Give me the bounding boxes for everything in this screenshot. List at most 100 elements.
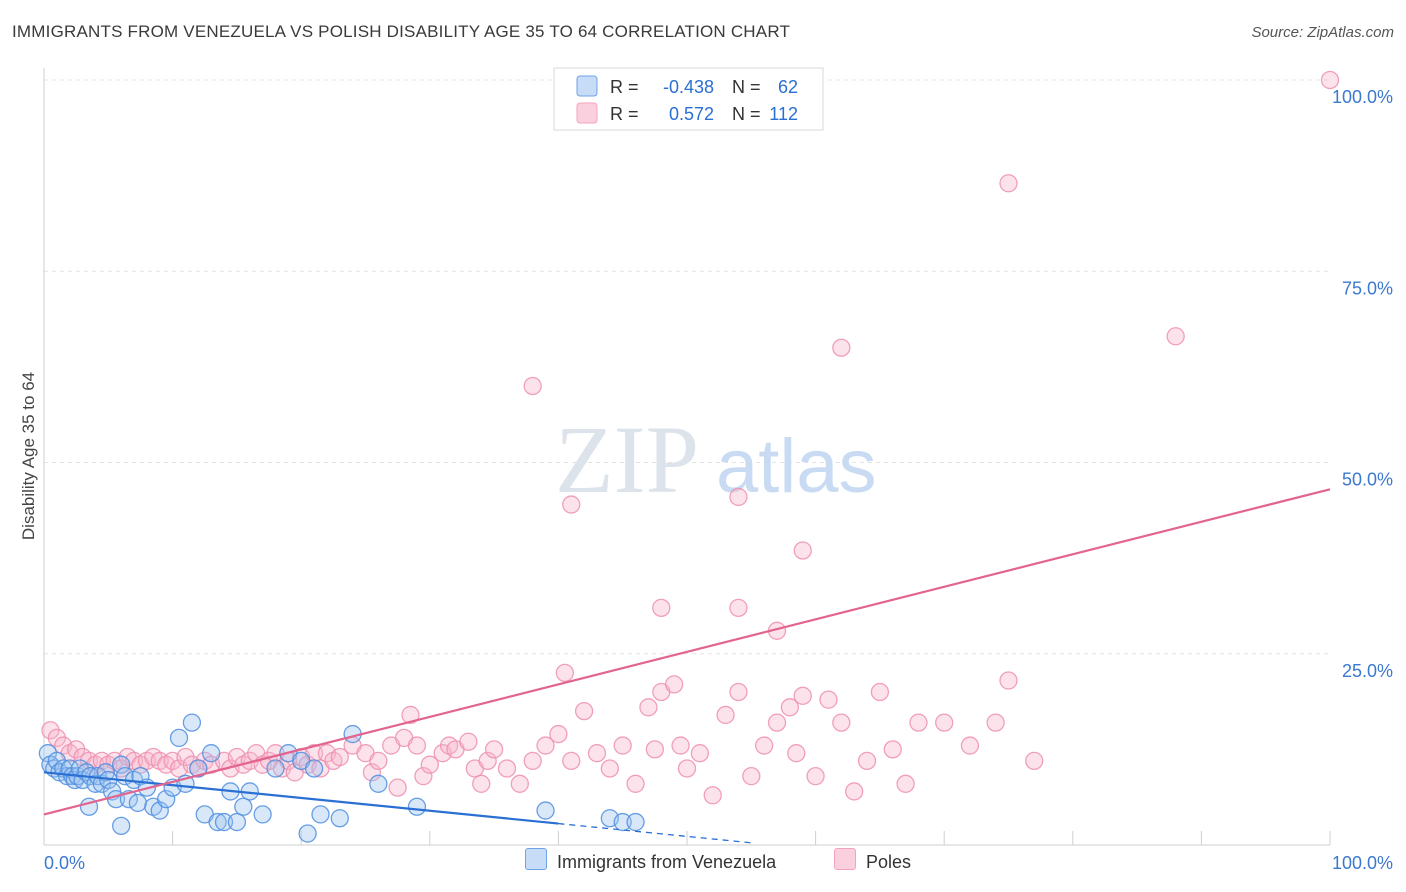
legend-n-value-poles: 112 (769, 104, 798, 124)
data-point (407, 736, 427, 755)
stats-legend-box (553, 67, 824, 131)
data-point (459, 732, 478, 751)
data-point (793, 541, 812, 560)
data-point (369, 774, 388, 793)
source-credit: Source: ZipAtlas.com (1251, 24, 1394, 41)
data-point (234, 797, 253, 816)
data-point (112, 755, 131, 774)
data-point (182, 713, 202, 732)
data-point (1320, 70, 1340, 90)
data-point (587, 744, 607, 763)
data-point (716, 705, 735, 725)
axes (43, 68, 1331, 846)
data-point (214, 812, 234, 832)
data-point (549, 724, 568, 744)
data-point (793, 686, 812, 705)
data-point (613, 736, 632, 755)
data-point (298, 824, 317, 843)
watermark-zip: ZIP (555, 406, 699, 513)
data-point (574, 701, 594, 721)
legend-swatch-venezuela-bottom (525, 848, 547, 870)
data-point (369, 751, 388, 770)
data-point (523, 376, 542, 396)
data-point (202, 744, 221, 763)
data-point (330, 809, 349, 828)
data-point (819, 690, 838, 709)
data-point (652, 598, 671, 617)
y-tick-label: 75.0% (1342, 278, 1393, 298)
data-point (157, 789, 176, 809)
data-point (896, 774, 915, 793)
data-point (626, 812, 645, 832)
data-point (536, 801, 555, 820)
data-point (999, 174, 1018, 193)
data-point (420, 755, 439, 774)
data-point (645, 740, 664, 759)
legend-swatch-poles (576, 102, 598, 124)
data-point (909, 713, 928, 732)
tick-labels: 100.0% 75.0% 50.0% 25.0% 0.0% 100.0% (44, 87, 1393, 873)
data-point (960, 736, 980, 755)
data-point (484, 740, 504, 759)
legend-r-value-venezuela: -0.438 (663, 77, 714, 97)
data-point (787, 744, 806, 763)
data-point (304, 759, 324, 778)
data-point (536, 736, 555, 755)
data-point (780, 698, 800, 717)
data-point (832, 338, 851, 357)
data-point (999, 671, 1018, 690)
data-point (664, 675, 684, 694)
data-point (742, 767, 761, 786)
data-point (703, 786, 722, 805)
trend-lines (43, 488, 1331, 844)
data-point (690, 744, 710, 763)
data-point (613, 812, 632, 832)
y-tick-label: 25.0% (1342, 661, 1393, 681)
legend-label-venezuela: Immigrants from Venezuela (557, 852, 777, 872)
data-point (478, 751, 497, 770)
chart-title: IMMIGRANTS FROM VENEZUELA VS POLISH DISA… (12, 22, 791, 41)
data-point (639, 698, 658, 717)
data-point (472, 774, 491, 793)
data-point (845, 782, 864, 801)
data-point (523, 751, 542, 770)
data-point (857, 751, 877, 770)
data-point (497, 759, 517, 778)
data-point (510, 774, 529, 793)
y-axis-label: Disability Age 35 to 64 (19, 372, 38, 540)
data-point (401, 705, 420, 725)
data-point (626, 774, 645, 793)
data-point (266, 759, 285, 778)
series-legend: Immigrants from Venezuela Poles (0, 848, 1406, 878)
y-tick-label: 100.0% (1332, 87, 1393, 107)
watermark-atlas: atlas (716, 424, 877, 509)
data-point (883, 740, 902, 759)
legend-n-label-venezuela: N = (732, 77, 761, 97)
data-point (729, 598, 748, 617)
legend-label-poles: Poles (866, 852, 912, 872)
series-poles (41, 70, 1340, 805)
data-point (832, 713, 851, 732)
data-point (414, 767, 433, 786)
data-point (330, 747, 349, 767)
data-point (729, 487, 748, 507)
data-point (112, 816, 131, 836)
data-point (729, 682, 748, 702)
data-point (150, 801, 169, 820)
data-point (388, 778, 407, 797)
x-tick-label: 100.0% (1332, 853, 1393, 873)
data-point (131, 767, 150, 786)
data-point (806, 767, 825, 786)
data-point (362, 763, 382, 782)
data-point (755, 736, 774, 755)
data-point (767, 713, 787, 732)
legend-r-label-venezuela: R = (610, 77, 639, 97)
data-point (986, 713, 1005, 732)
trend-line-poles (43, 488, 1331, 816)
legend-n-value-venezuela: 62 (778, 77, 798, 97)
data-point (555, 663, 574, 683)
data-point (1025, 751, 1044, 770)
data-point (870, 682, 890, 702)
data-point (562, 751, 581, 770)
